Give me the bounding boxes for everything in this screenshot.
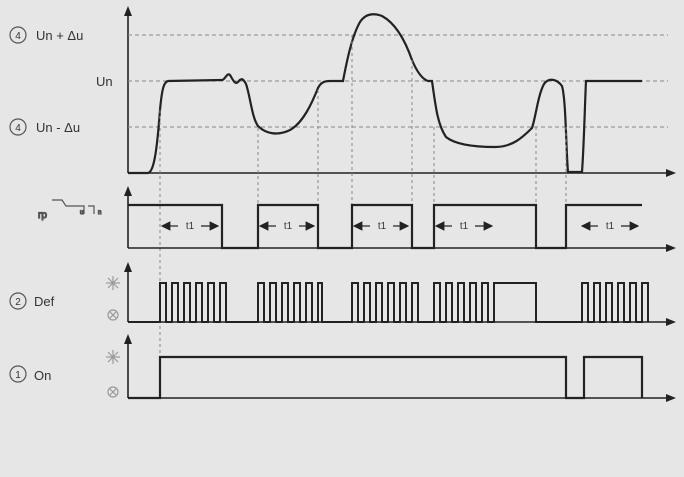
t1-annotations: t1 t1 t1 t1 t1: [160, 221, 640, 232]
def-x-axis-arrow: [666, 318, 676, 326]
svg-text:t1: t1: [186, 221, 195, 232]
t1-marker: t1: [258, 221, 316, 232]
on-panel: 1 On: [9, 334, 676, 402]
relay-contact-icon: rp u n: [37, 199, 102, 222]
led-on-icon: [106, 276, 120, 290]
voltage-panel: 4 Un + Δu Un 4 Un - Δu: [9, 6, 676, 398]
def-y-axis-arrow: [124, 262, 132, 272]
un-label: Un: [96, 74, 113, 89]
voltage-guides: [159, 35, 567, 398]
on-x-axis-arrow: [666, 394, 676, 402]
t1-marker: t1: [352, 221, 410, 232]
t1-marker: t1: [434, 221, 494, 232]
on-label: On: [34, 368, 51, 383]
relay-y-axis-arrow: [124, 186, 132, 196]
svg-text:t1: t1: [460, 221, 469, 232]
t1-marker: t1: [160, 221, 220, 232]
on-trace: [128, 355, 644, 400]
relay-x-axis-arrow: [666, 244, 676, 252]
marker-4-bottom-circle: [9, 118, 27, 136]
svg-text:t1: t1: [378, 221, 387, 232]
led-on-icon: [106, 350, 120, 364]
marker-4-top-text: 4: [15, 31, 21, 42]
led-off-icon: [107, 386, 119, 398]
marker-2-text: 2: [15, 297, 21, 308]
svg-text:rp: rp: [38, 210, 47, 221]
voltage-y-axis-arrow: [124, 6, 132, 16]
un-minus-label: Un - Δu: [36, 120, 80, 135]
svg-text:n: n: [98, 210, 101, 216]
def-trace: [128, 282, 649, 323]
relay-panel: rp u n t1 t1 t1: [37, 186, 676, 252]
svg-text:t1: t1: [284, 221, 293, 232]
led-off-icon: [107, 309, 119, 321]
marker-1-circle: [9, 365, 27, 383]
marker-4-top-circle: [9, 26, 27, 44]
svg-text:u: u: [80, 210, 83, 216]
voltage-x-axis-arrow: [666, 169, 676, 177]
t1-marker: t1: [580, 221, 640, 232]
on-y-axis-arrow: [124, 334, 132, 344]
marker-1-text: 1: [15, 370, 21, 381]
def-panel: 2 Def: [9, 262, 676, 326]
def-label: Def: [34, 294, 55, 309]
marker-2-circle: [9, 292, 27, 310]
voltage-trace: [128, 13, 642, 175]
marker-4-bottom-text: 4: [15, 123, 21, 134]
un-plus-label: Un + Δu: [36, 28, 83, 43]
svg-text:t1: t1: [606, 221, 615, 232]
relay-trace: [128, 203, 642, 250]
